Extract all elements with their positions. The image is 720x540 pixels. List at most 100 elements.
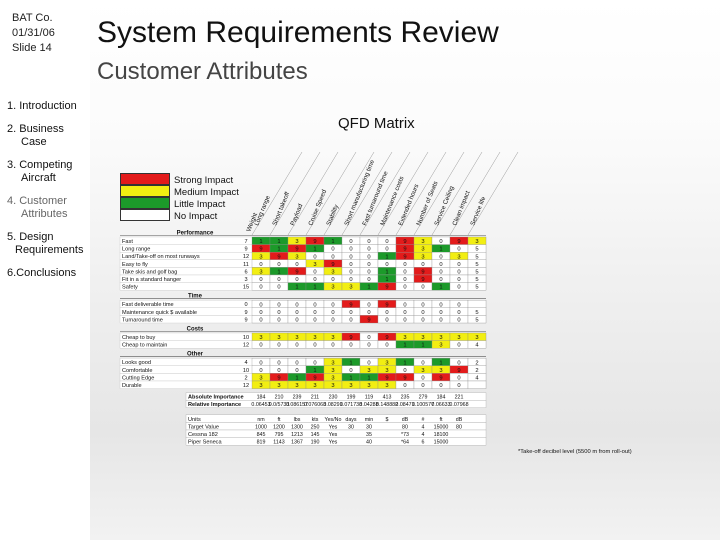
cell-value: 0 bbox=[295, 368, 298, 374]
cell-value: 9 bbox=[421, 270, 424, 276]
cell-value: 3 bbox=[313, 335, 316, 341]
units-value: days bbox=[345, 417, 357, 423]
cell-value: 4 bbox=[475, 376, 479, 382]
cell-value: 1 bbox=[277, 239, 280, 245]
cell-value: 0 bbox=[259, 277, 262, 283]
cell-value: 5 bbox=[475, 270, 478, 276]
cell-value: 3 bbox=[277, 383, 280, 389]
column-divider bbox=[287, 151, 339, 236]
target-value: 1000 bbox=[255, 424, 267, 430]
cell-value: 0 bbox=[295, 318, 298, 324]
cell-value: 0 bbox=[457, 318, 460, 324]
row-label: Comfortable bbox=[122, 368, 152, 374]
sidebar bbox=[0, 0, 90, 540]
cell-value: 0 bbox=[421, 318, 424, 324]
cell-value: 1 bbox=[349, 376, 352, 382]
cell-value: 1 bbox=[439, 285, 442, 291]
units-value: lbs bbox=[294, 417, 301, 423]
cell-value: 0 bbox=[349, 239, 352, 245]
cell-value: 0 bbox=[277, 368, 280, 374]
nav-item-conclusions[interactable]: 6.Conclusions bbox=[7, 267, 76, 280]
absolute-importance-value: 221 bbox=[455, 395, 464, 401]
cell-value: 9 bbox=[295, 247, 298, 253]
nav-item-customer-attributes[interactable]: 4. Customer Attributes bbox=[7, 195, 67, 221]
cell-value: 0 bbox=[403, 270, 406, 276]
cell-value: 3 bbox=[313, 383, 316, 389]
cell-value: 0 bbox=[457, 285, 460, 291]
nav-item-line1: 2. Business bbox=[7, 123, 64, 135]
nav-item-line1: 3. Competing bbox=[7, 159, 73, 171]
column-header: Stability bbox=[325, 203, 340, 227]
cell-value: 0 bbox=[313, 318, 316, 324]
nav-item-introduction[interactable]: 1. Introduction bbox=[7, 100, 77, 113]
cell-value: 0 bbox=[439, 277, 442, 283]
target-value: 1213 bbox=[291, 432, 303, 438]
cell-value: 9 bbox=[277, 254, 280, 260]
column-divider bbox=[341, 151, 393, 236]
cell-value: 0 bbox=[331, 247, 334, 253]
cell-value: 0 bbox=[331, 310, 334, 316]
cell-value: 1 bbox=[313, 368, 316, 374]
cell-value: 3 bbox=[385, 360, 388, 366]
cell-value: 3 bbox=[259, 383, 262, 389]
cell-value: 9 bbox=[403, 376, 406, 382]
absolute-importance-value: 211 bbox=[311, 395, 319, 401]
relative-importance-value: 0.08471 bbox=[395, 402, 414, 408]
cell-value: 1 bbox=[313, 247, 316, 253]
cell-value: 3 bbox=[349, 285, 352, 291]
row-label: Turnaround time bbox=[122, 317, 163, 323]
cell-value: 0 bbox=[259, 302, 262, 308]
cell-value: 0 bbox=[259, 343, 262, 349]
cell-value: 0 bbox=[349, 343, 352, 349]
cell-value: 3 bbox=[331, 270, 334, 276]
cell-value: 5 bbox=[475, 285, 478, 291]
nav-item-line1: 4. Customer bbox=[7, 195, 67, 207]
cell-value: 0 bbox=[385, 239, 388, 245]
absolute-importance-value: 119 bbox=[365, 395, 373, 401]
cell-value: 0 bbox=[439, 383, 442, 389]
cell-value: 0 bbox=[349, 262, 352, 268]
cell-value: 0 bbox=[349, 368, 352, 374]
target-label: Cessna 182 bbox=[188, 432, 218, 438]
relative-importance-row bbox=[185, 400, 487, 408]
slide-number: Slide 14 bbox=[12, 42, 52, 54]
cell-value: 1 bbox=[277, 270, 280, 276]
column-divider bbox=[431, 151, 483, 236]
target-value: 795 bbox=[275, 432, 284, 438]
units-value: ft bbox=[278, 417, 281, 423]
nav-item-competing-aircraft[interactable]: 3. Competing Aircraft bbox=[7, 159, 72, 185]
cell-value: 0 bbox=[277, 277, 280, 283]
cell-value: 0 bbox=[403, 262, 406, 268]
cell-value: 1 bbox=[439, 360, 442, 366]
cell-value: 9 bbox=[421, 277, 424, 283]
row-label: Fit in a standard hanger bbox=[122, 277, 181, 283]
row-weight: 11 bbox=[243, 262, 249, 268]
cell-value: 3 bbox=[421, 368, 424, 374]
cell-value: 0 bbox=[367, 310, 370, 316]
row-weight: 12 bbox=[243, 343, 249, 349]
matrix-cell bbox=[467, 315, 487, 324]
target-value: 190 bbox=[311, 440, 320, 446]
cell-value: 0 bbox=[277, 302, 280, 308]
cell-value: 0 bbox=[403, 302, 406, 308]
cell-value: 1 bbox=[313, 285, 316, 291]
cell-value: 9 bbox=[331, 262, 334, 268]
target-value: 250 bbox=[311, 424, 320, 430]
row-weight: 3 bbox=[244, 277, 247, 283]
units-value: nm bbox=[257, 417, 265, 423]
cell-value: 0 bbox=[457, 262, 460, 268]
cell-value: 3 bbox=[331, 376, 334, 382]
legend-swatch-little bbox=[120, 197, 170, 209]
cell-value: 0 bbox=[349, 277, 352, 283]
cell-value: 0 bbox=[439, 310, 442, 316]
nav-item-business-case[interactable]: 2. Business Case bbox=[7, 123, 64, 149]
cell-value: 5 bbox=[475, 310, 478, 316]
nav-item-design-requirements[interactable]: 5. Design Requirements bbox=[7, 231, 83, 257]
cell-value: 3 bbox=[277, 335, 280, 341]
cell-value: 0 bbox=[439, 302, 442, 308]
cell-value: 0 bbox=[367, 270, 370, 276]
units-label: Units bbox=[188, 417, 201, 423]
matrix-cell bbox=[467, 282, 487, 291]
target-value: 18100 bbox=[434, 432, 449, 438]
column-divider bbox=[413, 151, 465, 236]
